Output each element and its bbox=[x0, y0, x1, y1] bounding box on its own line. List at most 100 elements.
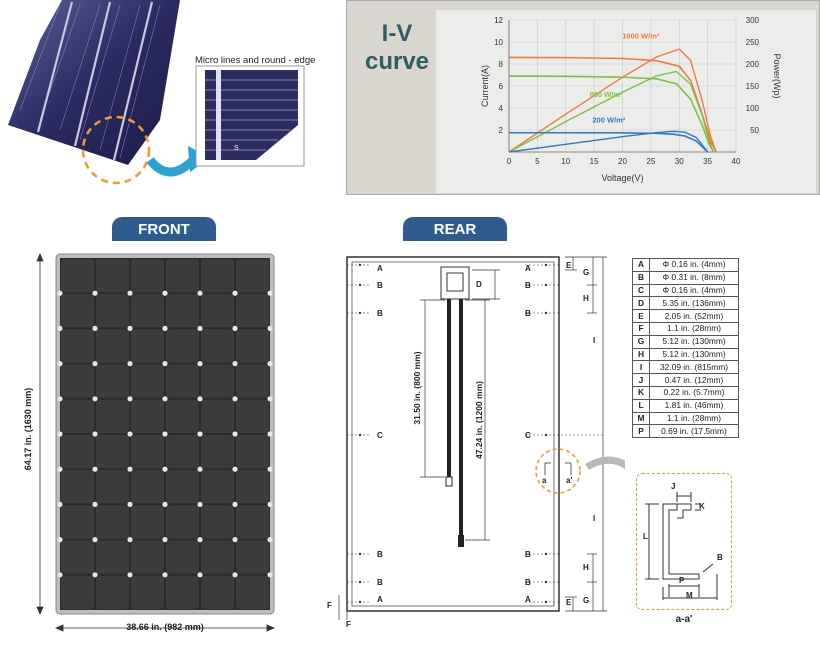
solar-cell-tile bbox=[201, 329, 234, 363]
label-b-right-4: B bbox=[525, 578, 531, 587]
spec-row: I 32.09 in. (815mm) bbox=[632, 360, 739, 375]
label-g-bottom: G bbox=[583, 596, 590, 605]
x-tick-label: 10 bbox=[561, 157, 570, 166]
label-b-left-2: B bbox=[377, 309, 383, 318]
solar-cell-tile bbox=[61, 259, 94, 293]
y-tick-label: 12 bbox=[494, 16, 503, 25]
series-label: 1000 W/m² bbox=[622, 32, 660, 41]
spec-key: F bbox=[632, 321, 650, 336]
label-b-left-4: B bbox=[377, 578, 383, 587]
cell-junction-dot bbox=[162, 396, 168, 402]
cell-junction-dot bbox=[127, 466, 133, 472]
y2-tick-label: 300 bbox=[746, 16, 760, 25]
power-curve-line bbox=[508, 48, 717, 153]
label-c-left: C bbox=[377, 431, 383, 440]
spec-key: G bbox=[632, 334, 650, 349]
cell-junction-dot bbox=[232, 396, 238, 402]
section-arrow-icon bbox=[585, 456, 625, 471]
spec-value: 1.1 in. (28mm) bbox=[649, 411, 739, 426]
iv-chart-area bbox=[436, 10, 816, 193]
label-e-bottom: E bbox=[566, 598, 572, 607]
solar-cell-tile bbox=[166, 329, 199, 363]
spec-value: 0.69 in. (17.5mm) bbox=[649, 424, 739, 439]
solar-cell-tile bbox=[201, 505, 234, 539]
cell-junction-dot bbox=[232, 466, 238, 472]
cell-junction-dot bbox=[127, 396, 133, 402]
solar-cell-tile bbox=[236, 294, 269, 328]
solar-cell-tile bbox=[236, 364, 269, 398]
solar-cell-tile bbox=[96, 470, 129, 504]
cell-junction-dot bbox=[57, 396, 63, 402]
solar-cell-tile bbox=[96, 540, 129, 574]
power-curve-line bbox=[508, 130, 709, 153]
cell-junction-dot bbox=[127, 325, 133, 331]
x-tick-label: 35 bbox=[703, 157, 712, 166]
zoom-highlight bbox=[81, 115, 151, 185]
iv-title-line2: curve bbox=[364, 48, 430, 75]
tab-rear[interactable]: REAR bbox=[403, 217, 507, 241]
cell-junction-dot bbox=[162, 501, 168, 507]
cell-junction-dot bbox=[197, 501, 203, 507]
detail-label-j: J bbox=[671, 482, 676, 491]
spec-row: F 1.1 in. (28mm) bbox=[632, 321, 739, 336]
solar-cell-tile bbox=[166, 470, 199, 504]
spec-key: D bbox=[632, 296, 650, 311]
detail-label-p: P bbox=[679, 576, 685, 585]
spec-key: B bbox=[632, 270, 650, 285]
frame-profile bbox=[662, 503, 700, 580]
spec-value: 5.12 in. (130mm) bbox=[649, 347, 739, 362]
solar-cell-photo: Micro lines and round - edge S bbox=[0, 0, 330, 190]
cell-junction-dot bbox=[232, 325, 238, 331]
cable2-length-label: 47.24 in. (1200 mm) bbox=[474, 381, 484, 459]
iv-title: I-V curve bbox=[358, 20, 436, 76]
spec-row: L 1.81 in. (46mm) bbox=[632, 398, 739, 413]
spec-value: 5.35 in. (136mm) bbox=[649, 296, 739, 311]
label-section-a: a bbox=[542, 476, 547, 485]
spec-value: 1.81 in. (46mm) bbox=[649, 398, 739, 413]
spec-key: K bbox=[632, 385, 650, 400]
cell-junction-dot bbox=[267, 396, 273, 402]
cell-junction-dot bbox=[197, 466, 203, 472]
solar-cell-tile bbox=[201, 259, 234, 293]
solar-cell-tile bbox=[131, 470, 164, 504]
cell-junction-dot bbox=[92, 396, 98, 402]
spec-value: 32.09 in. (815mm) bbox=[649, 360, 739, 375]
solar-cell-tile bbox=[166, 364, 199, 398]
cell-junction-dot bbox=[162, 431, 168, 437]
solar-cell-tile bbox=[96, 259, 129, 293]
cell-junction-dot bbox=[197, 537, 203, 543]
solar-cell-tile bbox=[96, 364, 129, 398]
solar-cell-tile bbox=[61, 470, 94, 504]
cell-junction-dot bbox=[197, 396, 203, 402]
cell-junction-dot bbox=[267, 325, 273, 331]
label-a-left-top: A bbox=[377, 264, 383, 273]
cell-junction-dot bbox=[267, 290, 273, 296]
cell-junction-dot bbox=[127, 290, 133, 296]
solar-cell-tile bbox=[61, 505, 94, 539]
spec-value: 2.05 in. (52mm) bbox=[649, 309, 739, 323]
y2-tick-label: 200 bbox=[746, 60, 760, 69]
cell-junction-dot bbox=[162, 572, 168, 578]
iv-chart: 0 5 10 15 20 25 30 35 40 2 4 6 8 10 12 50 100 150 200 250 30… bbox=[480, 16, 782, 183]
rear-view bbox=[338, 256, 625, 620]
tab-front[interactable]: FRONT bbox=[112, 217, 216, 241]
label-b-left-3: B bbox=[377, 550, 383, 559]
solar-cell-tile bbox=[201, 575, 234, 609]
cell-junction-dot bbox=[162, 361, 168, 367]
cell-junction-dot bbox=[267, 501, 273, 507]
label-a-left-bottom: A bbox=[377, 595, 383, 604]
cell-junction-dot bbox=[92, 537, 98, 543]
y-tick-label: 6 bbox=[499, 82, 504, 91]
spec-row: M 1.1 in. (28mm) bbox=[632, 411, 739, 426]
label-i-bottom: I bbox=[593, 514, 596, 523]
cell-junction-dot bbox=[232, 572, 238, 578]
solar-cell-tile bbox=[166, 505, 199, 539]
section-highlight bbox=[535, 448, 581, 494]
spec-row: D 5.35 in. (136mm) bbox=[632, 296, 739, 311]
y-tick-label: 8 bbox=[499, 60, 504, 69]
cell-junction-dot bbox=[127, 501, 133, 507]
solar-cell-tile bbox=[96, 399, 129, 433]
spec-row: P 0.69 in. (17.5mm) bbox=[632, 424, 739, 439]
